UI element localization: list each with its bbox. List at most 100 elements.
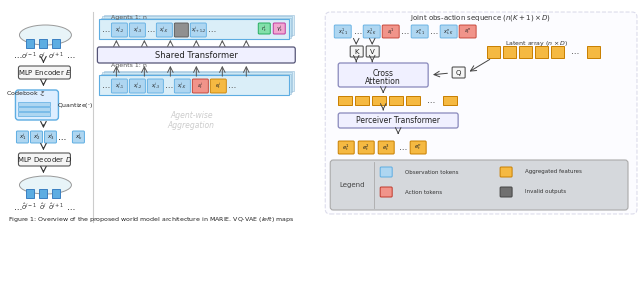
Text: $x^i_{t,1}$: $x^i_{t,1}$	[115, 81, 124, 91]
FancyBboxPatch shape	[334, 25, 351, 38]
FancyBboxPatch shape	[382, 25, 399, 38]
Text: Figure 1: Overview of the proposed world model architecture in MARIE. VQ-VAE ($\: Figure 1: Overview of the proposed world…	[8, 215, 295, 224]
Text: $\hat{o}^{i}$: $\hat{o}^{i}$	[38, 201, 46, 213]
Text: Codebook $\mathcal{Z}$: Codebook $\mathcal{Z}$	[6, 90, 45, 98]
Text: $\cdots$: $\cdots$	[227, 80, 236, 89]
FancyBboxPatch shape	[147, 79, 163, 93]
Text: $e^n_t$: $e^n_t$	[414, 143, 422, 152]
FancyBboxPatch shape	[452, 67, 465, 78]
FancyBboxPatch shape	[156, 23, 172, 37]
Text: $\cdots$: $\cdots$	[207, 25, 216, 34]
Text: Joint obs-action sequence $(n(K+1) \times D)$: Joint obs-action sequence $(n(K+1) \time…	[410, 13, 550, 23]
Bar	[535, 46, 548, 58]
FancyBboxPatch shape	[19, 66, 70, 79]
FancyBboxPatch shape	[410, 141, 426, 154]
Text: Latent array $(n \times D)$: Latent array $(n \times D)$	[506, 40, 569, 49]
Text: $\cdots$: $\cdots$	[353, 26, 362, 35]
Text: $a^i_t$: $a^i_t$	[197, 81, 204, 92]
Text: $\cdots$: $\cdots$	[146, 25, 155, 34]
Text: $\cdots$: $\cdots$	[426, 96, 436, 105]
Text: $x^i_2$: $x^i_2$	[33, 132, 40, 142]
Bar	[19, 112, 51, 116]
FancyBboxPatch shape	[459, 25, 476, 38]
Text: $o^{i}$: $o^{i}$	[38, 50, 47, 62]
Text: $x^i_{t,2}$: $x^i_{t,2}$	[115, 25, 124, 35]
FancyBboxPatch shape	[72, 131, 84, 143]
Text: Action tokens: Action tokens	[405, 190, 442, 194]
Text: $\cdots$: $\cdots$	[429, 26, 439, 35]
FancyBboxPatch shape	[129, 79, 145, 93]
FancyBboxPatch shape	[358, 141, 374, 154]
Text: $e^1_t$: $e^1_t$	[342, 142, 350, 153]
Text: $\cdots$: $\cdots$	[570, 47, 580, 56]
Text: $\cdots$: $\cdots$	[164, 80, 173, 89]
FancyBboxPatch shape	[338, 113, 458, 128]
FancyBboxPatch shape	[259, 23, 270, 34]
Text: Invalid outputs: Invalid outputs	[525, 190, 566, 194]
Bar	[104, 14, 294, 34]
Bar	[19, 107, 51, 111]
Bar	[587, 46, 600, 58]
Text: $a^1_t$: $a^1_t$	[387, 26, 394, 37]
Text: Agent-wise: Agent-wise	[170, 110, 212, 119]
Text: $\hat{o}^{i-1}$: $\hat{o}^{i-1}$	[21, 201, 38, 213]
Bar	[487, 46, 500, 58]
FancyBboxPatch shape	[17, 131, 28, 143]
Text: Legend: Legend	[339, 182, 365, 188]
Text: Attention: Attention	[365, 76, 401, 85]
FancyBboxPatch shape	[97, 47, 295, 63]
Ellipse shape	[19, 25, 72, 45]
Ellipse shape	[19, 176, 72, 194]
Text: $\gamma^i_t$: $\gamma^i_t$	[276, 23, 283, 34]
Text: $r^i_t$: $r^i_t$	[261, 23, 267, 34]
Bar	[355, 96, 369, 105]
Text: $x^i_{t,2}$: $x^i_{t,2}$	[132, 81, 142, 91]
Bar	[52, 189, 60, 198]
FancyBboxPatch shape	[366, 46, 379, 57]
FancyBboxPatch shape	[111, 23, 127, 37]
Text: $\cdots$: $\cdots$	[13, 202, 22, 211]
Bar	[99, 75, 289, 95]
Bar	[101, 74, 291, 94]
Text: K: K	[355, 49, 359, 55]
Text: Quantize($\cdot$): Quantize($\cdot$)	[58, 100, 93, 109]
Bar	[406, 96, 420, 105]
FancyBboxPatch shape	[174, 23, 188, 37]
Bar	[52, 39, 60, 48]
Text: Agents 1: n: Agents 1: n	[111, 64, 147, 68]
FancyBboxPatch shape	[273, 23, 285, 34]
FancyBboxPatch shape	[500, 167, 512, 177]
Bar	[503, 46, 516, 58]
Text: $\cdots$: $\cdots$	[401, 26, 410, 35]
Bar	[26, 189, 35, 198]
Bar	[389, 96, 403, 105]
Text: Aggregated features: Aggregated features	[525, 169, 582, 175]
Text: $\cdots$: $\cdots$	[66, 202, 75, 211]
Text: $x^i_{t+1,2}$: $x^i_{t+1,2}$	[191, 25, 206, 35]
Bar	[99, 19, 289, 39]
Text: $o^{i+1}$: $o^{i+1}$	[48, 50, 65, 62]
FancyBboxPatch shape	[211, 79, 227, 93]
Text: $x^i_{t,3}$: $x^i_{t,3}$	[132, 25, 142, 35]
Text: $\cdots$: $\cdots$	[13, 52, 22, 61]
Text: MLP Encoder $E$: MLP Encoder $E$	[18, 68, 71, 77]
FancyBboxPatch shape	[380, 187, 392, 197]
Text: $o^{i-1}$: $o^{i-1}$	[21, 50, 38, 62]
Text: $a^n_t$: $a^n_t$	[464, 27, 471, 36]
Text: Shared Transformer: Shared Transformer	[155, 50, 238, 59]
FancyBboxPatch shape	[364, 25, 380, 38]
FancyBboxPatch shape	[15, 90, 58, 120]
Text: $x^n_{t,K}$: $x^n_{t,K}$	[444, 27, 454, 36]
FancyBboxPatch shape	[380, 167, 392, 177]
Text: Agents 1: n: Agents 1: n	[111, 14, 147, 20]
Text: Aggregation: Aggregation	[168, 121, 215, 130]
Text: Observation tokens: Observation tokens	[405, 169, 459, 175]
Text: $x^1_{t,1}$: $x^1_{t,1}$	[338, 26, 348, 37]
FancyBboxPatch shape	[338, 63, 428, 87]
Bar	[19, 102, 51, 106]
FancyBboxPatch shape	[111, 79, 127, 93]
FancyBboxPatch shape	[193, 79, 208, 93]
Text: $x^i_{t,K}$: $x^i_{t,K}$	[177, 81, 188, 91]
Text: $\hat{o}^{i+1}$: $\hat{o}^{i+1}$	[48, 201, 65, 213]
Text: $x^i_3$: $x^i_3$	[47, 132, 54, 142]
